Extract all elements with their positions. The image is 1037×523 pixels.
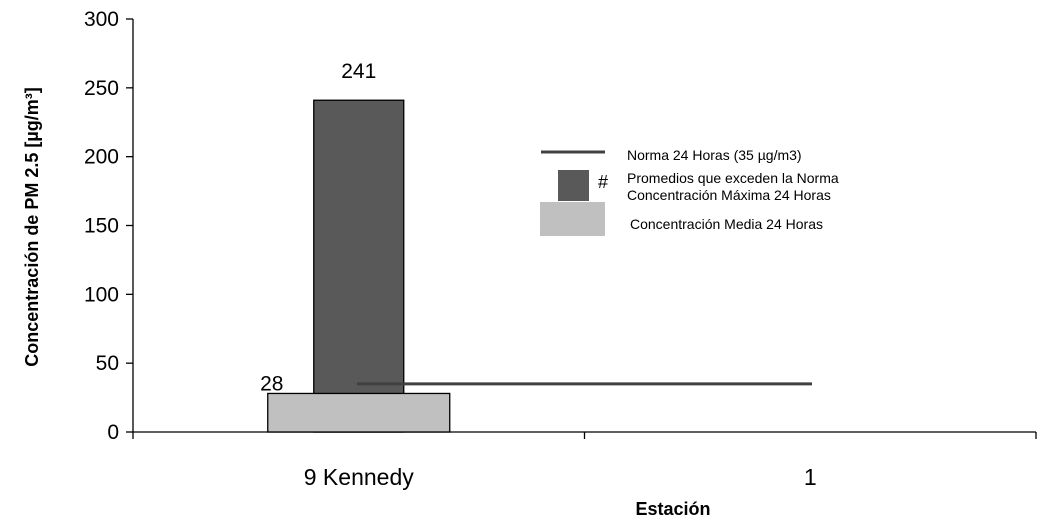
x-category-label-1: 1 (804, 464, 817, 490)
bar-max-9-kennedy (313, 99, 405, 433)
y-tick-label-250: 250 (84, 77, 119, 100)
data-label-max: 241 (341, 60, 376, 83)
y-tick-label-300: 300 (84, 8, 119, 31)
x-ticks: 9 Kennedy 1 (132, 432, 1037, 490)
legend-max-swatch (558, 170, 589, 201)
legend-max-label: Concentración Máxima 24 Horas (627, 187, 831, 203)
legend-norm-label: Norma 24 Horas (35 µg/m3) (627, 147, 802, 163)
y-tick-label-100: 100 (84, 283, 119, 306)
legend-exceed-symbol: # (598, 172, 608, 192)
x-axis-title: Estación (635, 499, 710, 519)
y-tick-label-200: 200 (84, 146, 119, 169)
y-axis-title: Concentración de PM 2.5 [µg/m³] (22, 87, 42, 366)
y-tick-label-50: 50 (96, 352, 119, 375)
legend-exceed-label: Promedios que exceden la Norma (627, 170, 839, 186)
legend-mean-swatch (540, 202, 605, 236)
data-label-mean: 28 (260, 372, 283, 395)
y-ticks: 0 50 100 150 200 250 300 (84, 8, 133, 444)
y-tick-label-150: 150 (84, 215, 119, 238)
legend: Norma 24 Horas (35 µg/m3) # Promedios qu… (540, 147, 839, 236)
y-tick-label-0: 0 (107, 421, 119, 444)
x-category-label-0: 9 Kennedy (304, 464, 414, 490)
legend-mean-label: Concentración Media 24 Horas (630, 216, 823, 232)
bar-mean-9-kennedy (267, 392, 451, 433)
